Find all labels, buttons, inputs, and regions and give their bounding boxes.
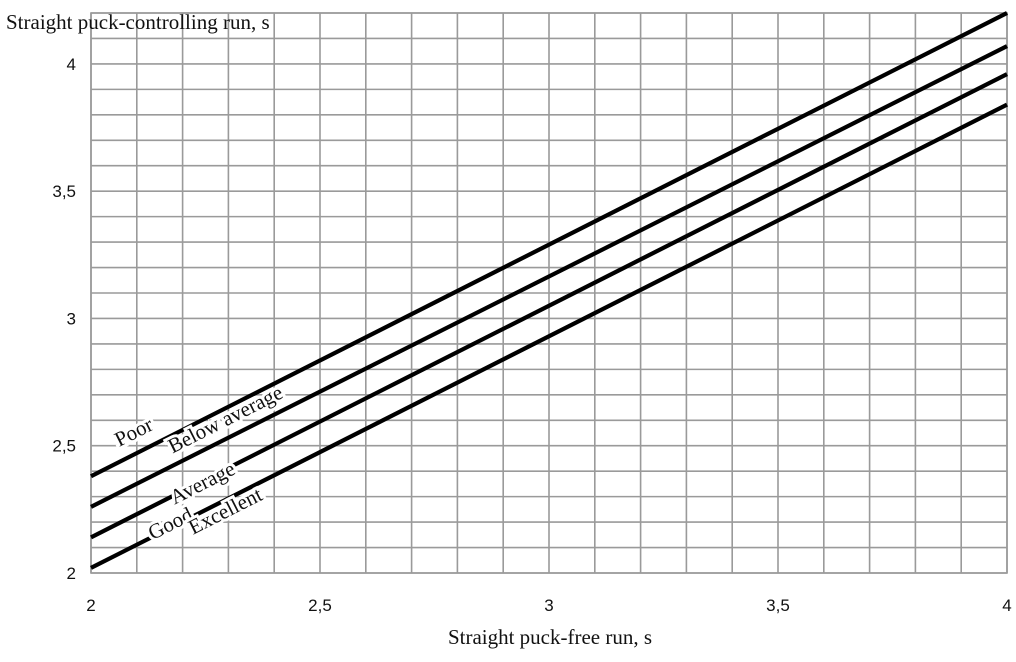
y-tick-label: 2,5 (52, 437, 76, 456)
x-tick-label: 2,5 (308, 596, 332, 615)
y-axis-label: Straight puck-controlling run, s (6, 10, 270, 34)
tick-labels: 2 2,5 3 3,5 4 2 2,5 3 3,5 4 (52, 55, 1011, 615)
y-tick-label: 3,5 (52, 182, 76, 201)
y-tick-label: 4 (67, 55, 76, 74)
plot-frame (90, 12, 1008, 574)
x-tick-label: 4 (1002, 596, 1011, 615)
series-line-poor (90, 11, 1008, 479)
y-tick-label: 3 (67, 309, 76, 328)
x-tick-label: 3 (544, 596, 553, 615)
y-tick-label: 2 (67, 564, 76, 583)
x-tick-label: 3,5 (766, 596, 790, 615)
x-tick-label: 2 (86, 596, 95, 615)
series-line-average (90, 72, 1008, 540)
x-axis-label: Straight puck-free run, s (447, 625, 653, 649)
series-lines (90, 11, 1008, 570)
series-line-good (90, 102, 1008, 570)
series-line-below-average (90, 44, 1008, 509)
grid-lines (90, 12, 1008, 574)
